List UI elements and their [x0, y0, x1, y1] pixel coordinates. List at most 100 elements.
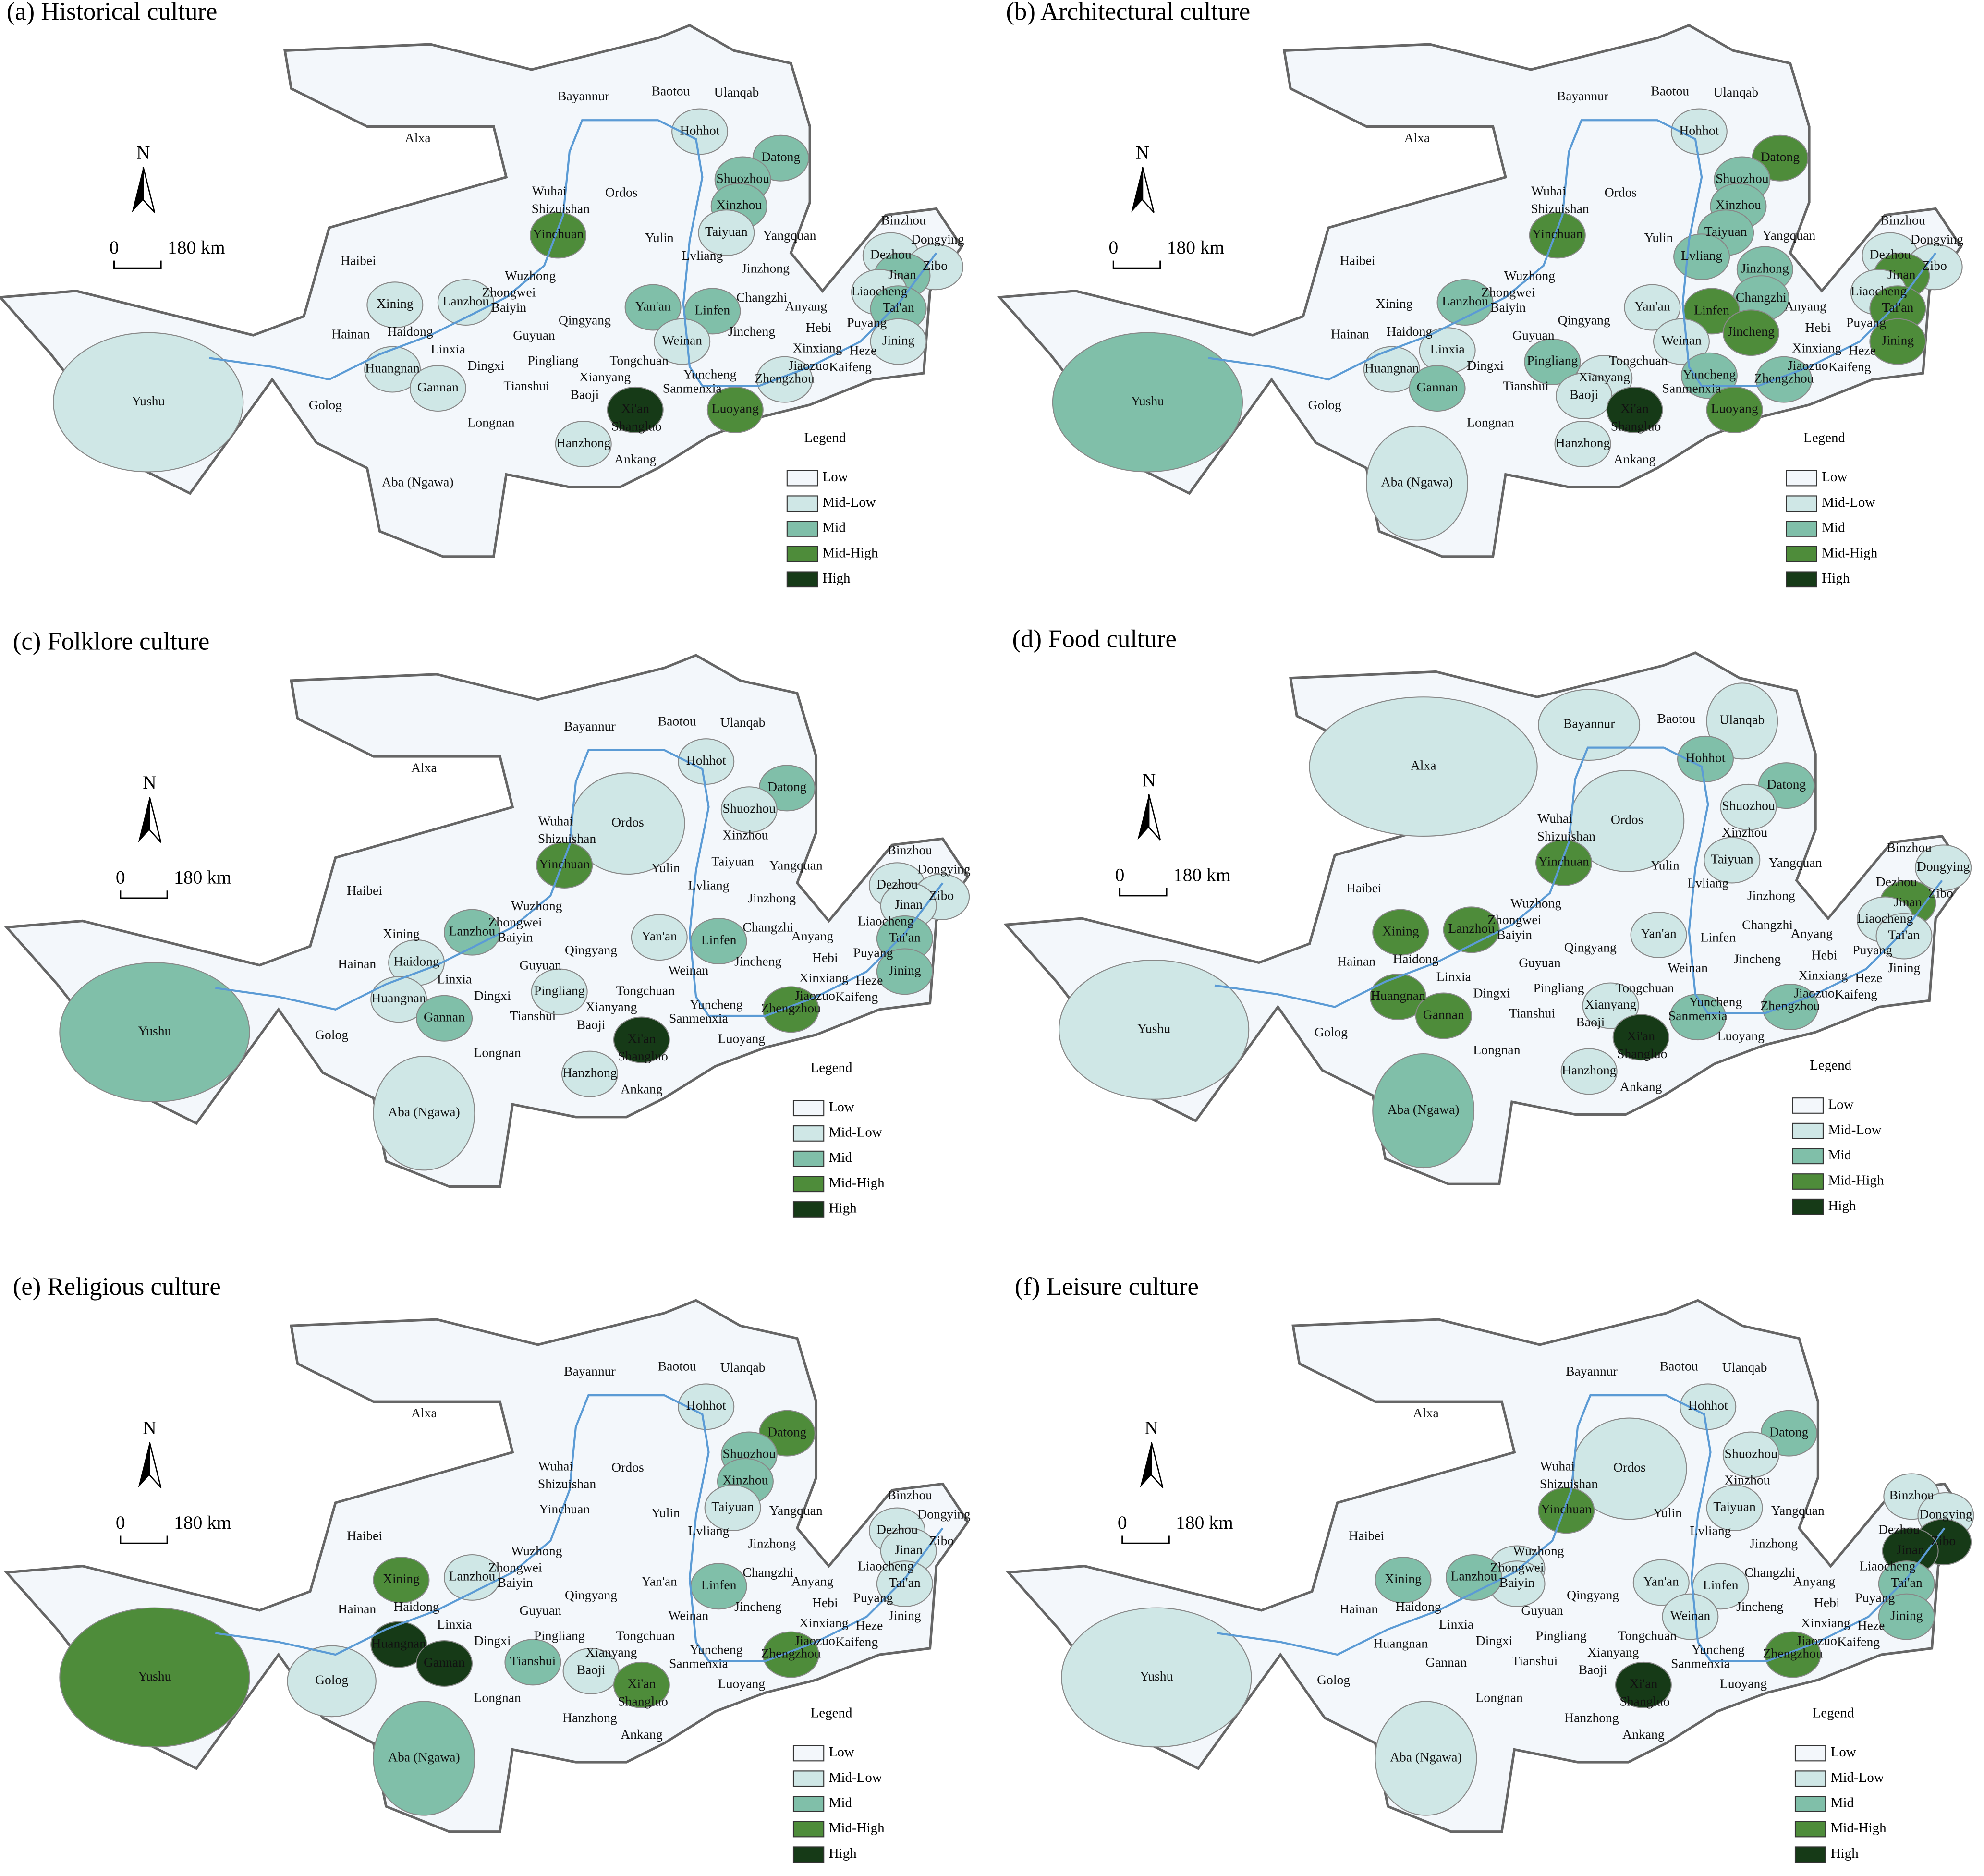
- city-label: Jiaozuo: [795, 1633, 835, 1648]
- scale-zero: 0: [116, 1512, 125, 1533]
- city-label: Tianshui: [503, 378, 549, 393]
- city-label: Zibo: [1928, 885, 1953, 900]
- city-label: Xi'an: [628, 1676, 656, 1691]
- legend-label: Mid-Low: [829, 1125, 882, 1140]
- city-label: Xinzhou: [1724, 1473, 1770, 1487]
- north-label: N: [143, 772, 157, 793]
- city-label: Guyuan: [513, 328, 555, 342]
- north-arrow: [138, 1442, 150, 1488]
- scale-km: 180 km: [174, 1512, 231, 1533]
- legend-swatch: [1786, 521, 1817, 537]
- city-label: Heze: [856, 1618, 883, 1632]
- city-label: Xi'an: [621, 401, 649, 416]
- city-label: Wuzhong: [1513, 1543, 1564, 1558]
- river: [215, 749, 944, 1017]
- region: [1538, 689, 1641, 761]
- city-label: Changzhi: [1742, 917, 1793, 932]
- city-label: Xi'an: [1630, 1676, 1658, 1691]
- region: [1409, 365, 1466, 412]
- region: [1375, 1701, 1477, 1816]
- city-label: Anyang: [791, 928, 834, 943]
- scale-km: 180 km: [1173, 864, 1231, 885]
- city-label: Zibo: [929, 888, 954, 903]
- city-label: Aba (Ngawa): [388, 1749, 460, 1764]
- city-label: Jinan: [894, 897, 923, 912]
- city-label: Dingxi: [468, 358, 505, 373]
- city-label: Wuzhong: [511, 898, 562, 913]
- city-label: Wuhai: [1537, 811, 1572, 826]
- city-label: Xining: [383, 926, 420, 941]
- city-label: Bayannur: [564, 719, 615, 733]
- region: [1669, 994, 1727, 1041]
- city-label: Zhongwei: [488, 914, 542, 929]
- city-label: Changzhi: [742, 920, 793, 935]
- city-label: Linxia: [1436, 969, 1471, 984]
- city-label: Lanzhou: [449, 1569, 496, 1584]
- legend-label: Low: [823, 469, 848, 485]
- city-label: Ulanqab: [714, 85, 759, 99]
- region: [370, 976, 427, 1023]
- city-label: Jinzhong: [748, 1535, 796, 1550]
- legend-swatch: [792, 1125, 825, 1142]
- city-label: Tianshui: [1512, 1653, 1558, 1668]
- city-label: Taiyuan: [711, 854, 754, 869]
- city-label: Lvliang: [1690, 1523, 1731, 1538]
- city-label: Haibei: [1340, 253, 1375, 268]
- city-label: Jining: [1882, 332, 1914, 347]
- city-label: Baotou: [1657, 711, 1695, 726]
- city-label: Zhengzhou: [1760, 998, 1820, 1013]
- legend-swatch: [786, 571, 818, 588]
- city-label: Kaifeng: [1837, 1634, 1880, 1649]
- region: [443, 1554, 500, 1601]
- city-label: Ulanqab: [1720, 712, 1765, 727]
- city-label: Liaocheng: [858, 913, 914, 928]
- city-label: Wuhai: [1531, 183, 1566, 198]
- legend-swatch: [1792, 1097, 1824, 1114]
- region: [756, 356, 813, 403]
- city-label: Jinan: [888, 267, 916, 282]
- city-label: Ordos: [1611, 812, 1643, 827]
- city-label: Xinzhou: [716, 197, 762, 212]
- city-label: Guyuan: [519, 958, 561, 973]
- legend-swatch: [792, 1846, 825, 1863]
- city-label: Yuncheng: [1692, 1642, 1745, 1657]
- city-label: Luoyang: [1720, 1676, 1767, 1691]
- city-label: Lvliang: [688, 1523, 730, 1538]
- city-label: Puyang: [853, 1590, 893, 1605]
- city-label: Lanzhou: [442, 293, 489, 308]
- panel-title: (c) Folklore culture: [13, 628, 209, 656]
- city-label: Ulanqab: [1713, 85, 1758, 99]
- legend-label: Mid-Low: [1831, 1770, 1884, 1785]
- legend-swatch: [1792, 1148, 1824, 1165]
- city-label: Dongying: [911, 231, 964, 246]
- city-label: Baiyin: [1499, 1575, 1535, 1590]
- city-label: Baotou: [658, 1359, 696, 1374]
- legend-title: Legend: [1810, 1058, 1851, 1073]
- city-label: Qingyang: [1558, 312, 1610, 327]
- city-label: Puyang: [847, 315, 887, 330]
- region: [613, 1661, 670, 1708]
- legend-label: Low: [829, 1099, 854, 1115]
- city-label: Wuhai: [532, 183, 567, 198]
- city-label: Jincheng: [734, 954, 781, 969]
- legend-swatch: [792, 1821, 825, 1838]
- legend-label: Mid: [1831, 1795, 1854, 1811]
- city-label: Weinan: [1668, 960, 1708, 975]
- city-label: Zibo: [929, 1533, 954, 1548]
- city-label: Wuzhong: [1504, 268, 1556, 283]
- city-label: Zibo: [923, 258, 948, 273]
- city-label: Linfen: [701, 1577, 737, 1592]
- city-label: Tai'an: [883, 300, 914, 315]
- city-label: Zhengzhou: [1763, 1645, 1823, 1660]
- city-label: Bayannur: [558, 88, 609, 103]
- city-label: Baotou: [1651, 84, 1689, 98]
- legend-label: Mid: [829, 1150, 852, 1165]
- city-label: Dezhou: [1878, 1522, 1920, 1536]
- city-label: Jinan: [894, 1542, 923, 1557]
- city-label: Shangluo: [618, 1048, 668, 1063]
- city-label: Ankang: [614, 451, 657, 466]
- scale-bar: [120, 890, 168, 899]
- city-label: Lvliang: [688, 878, 730, 893]
- legend-swatch: [792, 1770, 825, 1787]
- city-label: Kaifeng: [835, 1634, 878, 1649]
